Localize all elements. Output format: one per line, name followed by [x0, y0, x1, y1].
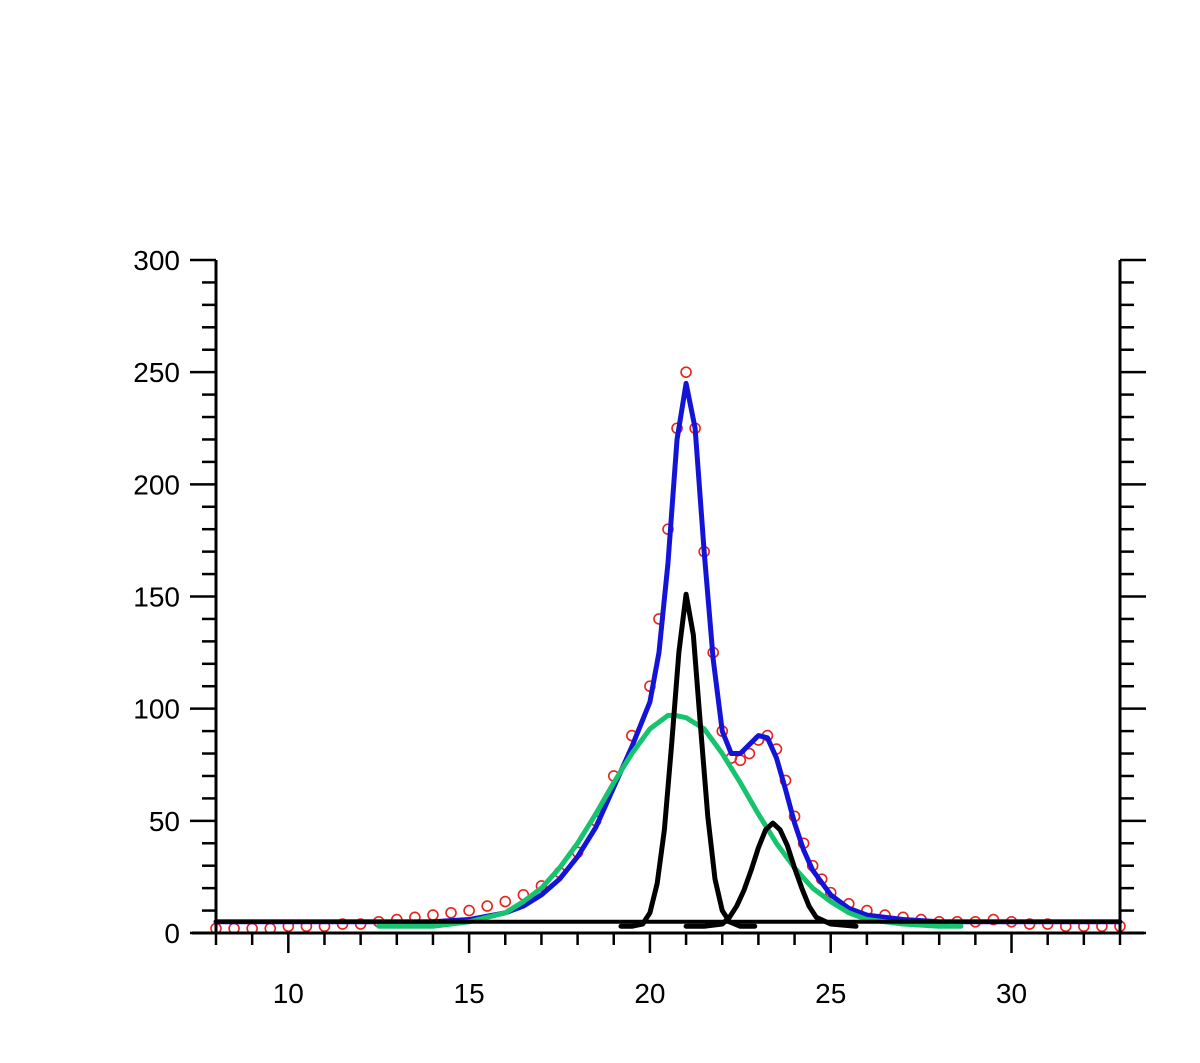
x-tick-label-10: 10	[273, 978, 304, 1009]
x-tick-label-25: 25	[815, 978, 846, 1009]
x-tick-label-15: 15	[454, 978, 485, 1009]
y-tick-label-100: 100	[133, 694, 180, 725]
data-point-0-12	[427, 909, 439, 921]
y-tick-label-50: 50	[149, 806, 180, 837]
series-line-4-narrow_components	[683, 820, 859, 929]
data-point-0-16	[499, 895, 512, 908]
data-point-0-35	[743, 747, 756, 760]
data-point-0-34	[734, 754, 747, 767]
data-point-0-14	[463, 904, 475, 917]
series-line-3-narrow_components	[618, 591, 758, 929]
data-point-0-28	[680, 366, 692, 378]
plot-ticks	[190, 258, 1146, 953]
y-tick-label-250: 250	[133, 357, 180, 388]
plot-axes	[192, 260, 1144, 935]
plot-tick-labels: 0 50 100 150 200 250 300 10 15 20 25 30	[133, 245, 1027, 1009]
y-tick-label-300: 300	[133, 245, 180, 276]
x-tick-label-20: 20	[634, 978, 665, 1009]
x-tick-label-30: 30	[996, 978, 1027, 1009]
y-tick-label-200: 200	[133, 469, 180, 500]
y-tick-label-150: 150	[133, 582, 180, 613]
data-point-0-13	[445, 907, 457, 919]
series-line-1-fit_total	[213, 380, 1123, 925]
y-tick-label-0: 0	[164, 918, 180, 949]
plot-series	[210, 366, 1126, 935]
data-point-0-15	[481, 900, 494, 912]
